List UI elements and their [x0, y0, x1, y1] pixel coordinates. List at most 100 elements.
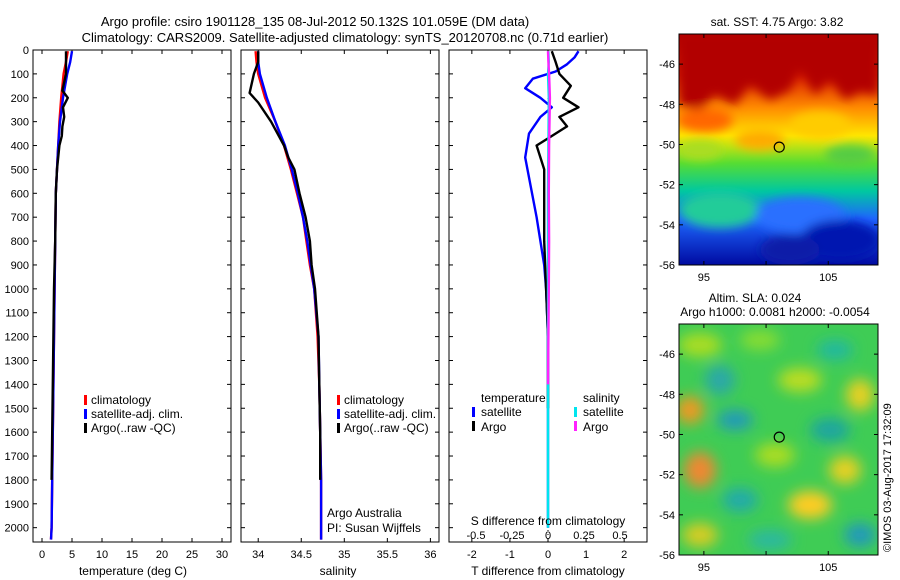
s-diff-tick-label: 0.25 [573, 530, 594, 542]
depth-tick-label: 1100 [5, 308, 29, 320]
lon-tick-label: 95 [698, 562, 710, 574]
salinity-depth-ticks [241, 49, 439, 529]
x-tick-label: 15 [126, 549, 138, 561]
legend-swatch-s-satellite [574, 407, 577, 417]
depth-tick-label: 500 [11, 164, 29, 176]
series-line-argo-raw-qc- [50, 51, 70, 480]
lat-tick-label: -48 [659, 99, 675, 111]
sla-map-title-line1: Altim. SLA: 0.024 [709, 291, 802, 305]
lat-tick-label: -50 [659, 429, 675, 441]
t-difference-xlabel: T difference from climatology [471, 564, 625, 578]
legend-label-satellite: satellite-adj. clim. [344, 407, 436, 421]
legend-swatch-argo [84, 423, 87, 433]
depth-tick-label: 1300 [5, 355, 29, 367]
x-tick-label: 36 [424, 549, 436, 561]
x-tick-label: -2 [467, 549, 477, 561]
temperature-panel: 0100200300400500600700800900100011001200… [5, 45, 232, 578]
legend-swatch-t-satellite [472, 407, 475, 417]
legend-label-s-satellite: satellite [583, 405, 624, 419]
legend-title-salinity: salinity [583, 391, 620, 405]
series-line-argo [535, 50, 580, 409]
depth-tick-label: 2000 [5, 523, 29, 535]
x-tick-label: 35.5 [377, 549, 398, 561]
x-tick-label: 2 [621, 549, 627, 561]
temperature-legend: climatology satellite-adj. clim. Argo(..… [84, 393, 183, 435]
difference-axis-ticks: -2 -1 0 1 2 -0.5 -0.25 0 0.25 0.5 [467, 50, 628, 561]
difference-legend: temperature salinity satellite Argo sate… [472, 391, 624, 434]
x-tick-label: 1 [583, 549, 589, 561]
legend-label-climatology: climatology [91, 393, 151, 407]
s-diff-tick-label: -0.5 [467, 530, 486, 542]
x-tick-label: 30 [216, 549, 228, 561]
temperature-xlabel: temperature (deg C) [79, 564, 187, 578]
lat-tick-label: -46 [659, 349, 675, 361]
legend-label-t-argo: Argo [481, 420, 507, 434]
legend-swatch-s-argo [574, 421, 577, 431]
depth-tick-label: 1400 [5, 379, 29, 391]
series-line-satellite [524, 50, 580, 528]
sla-map-ticks: -46 -48 -50 -52 -54 -56 95 105 [659, 324, 878, 574]
series-line-argo [546, 51, 552, 385]
depth-tick-label: 1800 [5, 475, 29, 487]
depth-tick-label: 300 [11, 117, 29, 129]
depth-tick-label: 100 [11, 69, 29, 81]
salinity-legend: climatology satellite-adj. clim. Argo(..… [337, 393, 436, 435]
depth-axis-ticks: 0 100 200 300 400 500 600 700 800 900 1000 1100 1200… [5, 45, 231, 535]
legend-swatch-satellite [337, 409, 340, 419]
salinity-series [248, 51, 323, 540]
x-tick-label: 25 [186, 549, 198, 561]
depth-tick-label: 1000 [5, 284, 29, 296]
sla-map-title-line2: Argo h1000: 0.0081 h2000: -0.0054 [680, 305, 870, 319]
x-tick-label: 5 [69, 549, 75, 561]
sst-heatmap [679, 34, 878, 265]
legend-swatch-argo [337, 423, 340, 433]
argo-australia-annotation: Argo Australia [327, 506, 402, 520]
series-line-climatology [254, 51, 323, 540]
x-tick-label: 10 [96, 549, 108, 561]
s-diff-tick-label: -0.25 [499, 530, 524, 542]
legend-label-argo: Argo(..raw -QC) [344, 421, 429, 435]
lat-tick-label: -46 [659, 59, 675, 71]
salinity-xlabel: salinity [320, 564, 357, 578]
sla-argo-location-marker [773, 431, 785, 443]
depth-tick-label: 1200 [5, 332, 29, 344]
depth-tick-label: 1700 [5, 451, 29, 463]
legend-title-temperature: temperature [481, 391, 546, 405]
lat-tick-label: -54 [659, 220, 675, 232]
x-tick-label: 34 [252, 549, 264, 561]
lat-tick-label: -54 [659, 510, 675, 522]
legend-label-t-satellite: satellite [481, 405, 522, 419]
depth-tick-label: 600 [11, 188, 29, 200]
legend-swatch-satellite [84, 409, 87, 419]
lat-tick-label: -56 [659, 260, 675, 272]
sla-map-panel: Altim. SLA: 0.024 Argo h1000: 0.0081 h20… [659, 291, 879, 574]
sst-argo-location-marker [773, 141, 785, 153]
legend-label-climatology: climatology [344, 393, 404, 407]
figure-title-line1: Argo profile: csiro 1901128_135 08-Jul-2… [101, 14, 529, 29]
sst-map-frame [678, 33, 879, 266]
salinity-axis-ticks: 34 34.5 35 35.5 36 [252, 50, 437, 561]
sst-map-panel: sat. SST: 4.75 Argo: 3.82 -46 -48 -50 -52 -5… [659, 15, 879, 284]
s-diff-tick-label: 0.5 [612, 530, 627, 542]
x-tick-label: 34.5 [291, 549, 312, 561]
lat-tick-label: -52 [659, 470, 675, 482]
temperature-axis-ticks: 0 5 10 15 20 25 30 [39, 50, 228, 561]
s-diff-tick-label: 0 [545, 530, 551, 542]
depth-tick-label: 200 [11, 93, 29, 105]
sla-heatmap [679, 324, 878, 555]
depth-tick-label: 0 [23, 45, 29, 57]
series-line-argo-raw-qc- [248, 51, 322, 480]
lon-tick-label: 105 [819, 272, 837, 284]
depth-tick-label: 1900 [5, 499, 29, 511]
depth-tick-label: 1500 [5, 403, 29, 415]
s-difference-label: S difference from climatology [471, 514, 626, 528]
x-tick-label: 0 [39, 549, 45, 561]
salinity-panel: 34 34.5 35 35.5 36 salinity climatology sate… [240, 49, 440, 578]
legend-swatch-climatology [337, 395, 340, 405]
depth-tick-label: 900 [11, 260, 29, 272]
lat-tick-label: -50 [659, 139, 675, 151]
difference-panel: -2 -1 0 1 2 -0.5 -0.25 0 0.25 0.5 S difference fr… [448, 49, 648, 578]
figure-title-line2: Climatology: CARS2009. Satellite-adjuste… [82, 30, 609, 45]
difference-series [524, 50, 580, 528]
sst-map-title: sat. SST: 4.75 Argo: 3.82 [711, 15, 844, 29]
